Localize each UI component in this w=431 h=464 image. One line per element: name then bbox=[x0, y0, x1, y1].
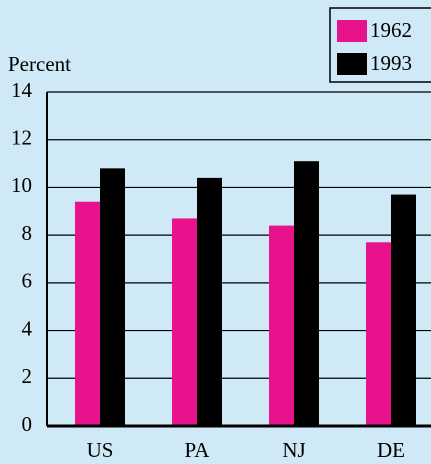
x-tick-label: DE bbox=[377, 438, 405, 462]
y-tick-label: 10 bbox=[11, 173, 32, 197]
legend-swatch bbox=[337, 53, 367, 75]
y-tick-label: 2 bbox=[22, 364, 33, 388]
bar bbox=[269, 225, 294, 426]
y-tick-label: 12 bbox=[11, 126, 32, 150]
bar bbox=[197, 177, 222, 426]
bar bbox=[100, 168, 125, 427]
y-tick-label: 14 bbox=[11, 78, 33, 102]
bar bbox=[294, 161, 319, 426]
legend-label: 1993 bbox=[370, 51, 412, 75]
bar bbox=[75, 201, 100, 426]
y-tick-label: 0 bbox=[22, 412, 33, 436]
y-axis-label: Percent bbox=[8, 52, 71, 76]
x-tick-label: PA bbox=[185, 438, 211, 462]
x-tick-label: NJ bbox=[282, 438, 305, 462]
bar bbox=[172, 218, 197, 426]
x-tick-label: US bbox=[87, 438, 114, 462]
y-tick-label: 6 bbox=[22, 269, 33, 293]
bar bbox=[366, 242, 391, 426]
y-tick-label: 8 bbox=[22, 221, 33, 245]
legend-label: 1962 bbox=[370, 18, 412, 42]
y-tick-label: 4 bbox=[22, 316, 33, 340]
legend-swatch bbox=[337, 20, 367, 42]
bar bbox=[391, 194, 416, 426]
